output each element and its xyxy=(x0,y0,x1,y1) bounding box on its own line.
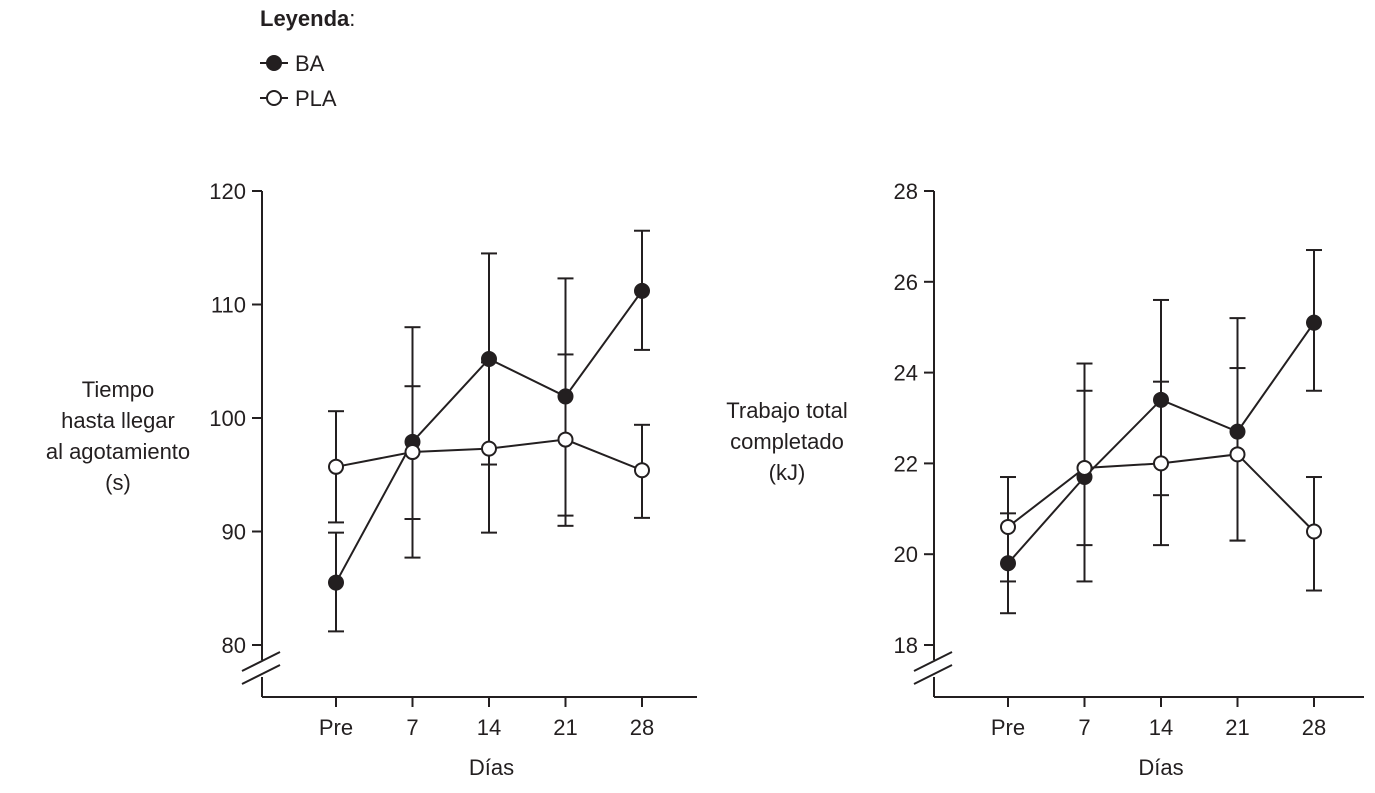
data-point-ba xyxy=(557,388,574,405)
y-tick-label: 100 xyxy=(209,406,246,431)
legend: Leyenda: BA PLA xyxy=(260,6,355,111)
legend-open-circle-icon xyxy=(266,90,282,106)
x-tick-label: 21 xyxy=(553,715,577,740)
x-tick-label: 7 xyxy=(1078,715,1090,740)
y-tick-label: 110 xyxy=(211,293,246,318)
chart-total-work: 18 20 22 24 26 28 Pre 7 14 21 28 Días Trabajo total c… xyxy=(726,179,1364,780)
data-point-ba xyxy=(634,282,650,299)
y-tick-label: 20 xyxy=(894,542,918,567)
y-tick-label: 18 xyxy=(894,633,918,658)
y-axis-label: Trabajo total completado (kJ) xyxy=(726,398,847,485)
legend-entry-pla: PLA xyxy=(260,86,337,111)
data-point-pla xyxy=(481,440,497,457)
y-axis-label-line: hasta llegar xyxy=(61,408,175,433)
data-point-pla xyxy=(634,462,650,479)
x-tick-label: Pre xyxy=(991,715,1025,740)
data-point-pla xyxy=(404,444,421,461)
y-tick-label: 90 xyxy=(222,520,246,545)
x-tick-label: 28 xyxy=(1302,715,1326,740)
data-point-pla xyxy=(557,431,574,448)
x-tick-label: 7 xyxy=(406,715,418,740)
data-point-pla xyxy=(1229,446,1246,463)
data-point-pla xyxy=(1306,523,1322,540)
axis-break-mark xyxy=(913,651,953,672)
y-axis-label-line: Trabajo total xyxy=(726,398,847,423)
y-tick-label: 22 xyxy=(894,451,918,476)
y-axis-label-line: (kJ) xyxy=(769,460,806,485)
y-tick-label: 26 xyxy=(894,270,918,295)
y-tick-label: 24 xyxy=(894,361,918,386)
legend-title-colon: : xyxy=(349,6,355,31)
data-point-pla xyxy=(1000,518,1016,535)
legend-entry-ba: BA xyxy=(260,51,325,76)
y-axis-label: Tiempo hasta llegar al agotamiento (s) xyxy=(46,377,190,495)
data-point-ba xyxy=(1229,423,1246,440)
y-tick-label: 80 xyxy=(222,633,246,658)
legend-filled-circle-icon xyxy=(266,55,282,71)
chart-time-to-exhaustion: 80 90 100 110 120 Pre 7 14 21 28 Días Tiempo hasta l… xyxy=(46,179,697,780)
legend-title: Leyenda: xyxy=(260,6,355,31)
x-axis-label: Días xyxy=(1138,755,1183,780)
axis-break-mark xyxy=(913,664,953,685)
data-point-pla xyxy=(1153,455,1169,472)
x-tick-label: 28 xyxy=(630,715,654,740)
legend-label-ba: BA xyxy=(295,51,325,76)
data-point-ba xyxy=(1000,555,1016,572)
y-axis-label-line: (s) xyxy=(105,470,131,495)
data-point-ba xyxy=(1153,391,1169,408)
y-axis-label-line: completado xyxy=(730,429,844,454)
data-point-ba xyxy=(328,574,344,591)
x-tick-label: 14 xyxy=(477,715,501,740)
y-axis-label-line: al agotamiento xyxy=(46,439,190,464)
x-tick-label: 21 xyxy=(1225,715,1249,740)
x-tick-label: Pre xyxy=(319,715,353,740)
legend-label-pla: PLA xyxy=(295,86,337,111)
x-axis-label: Días xyxy=(469,755,514,780)
data-point-ba xyxy=(1306,314,1322,331)
y-tick-label: 120 xyxy=(209,179,246,204)
y-tick-label: 28 xyxy=(894,179,918,204)
x-tick-label: 14 xyxy=(1149,715,1173,740)
data-point-pla xyxy=(1076,459,1093,476)
data-point-ba xyxy=(481,350,497,367)
axis-break-mark xyxy=(241,651,281,672)
y-axis-label-line: Tiempo xyxy=(82,377,155,402)
axis-break-mark xyxy=(241,664,281,685)
data-point-pla xyxy=(328,458,344,475)
legend-title-word: Leyenda xyxy=(260,6,350,31)
